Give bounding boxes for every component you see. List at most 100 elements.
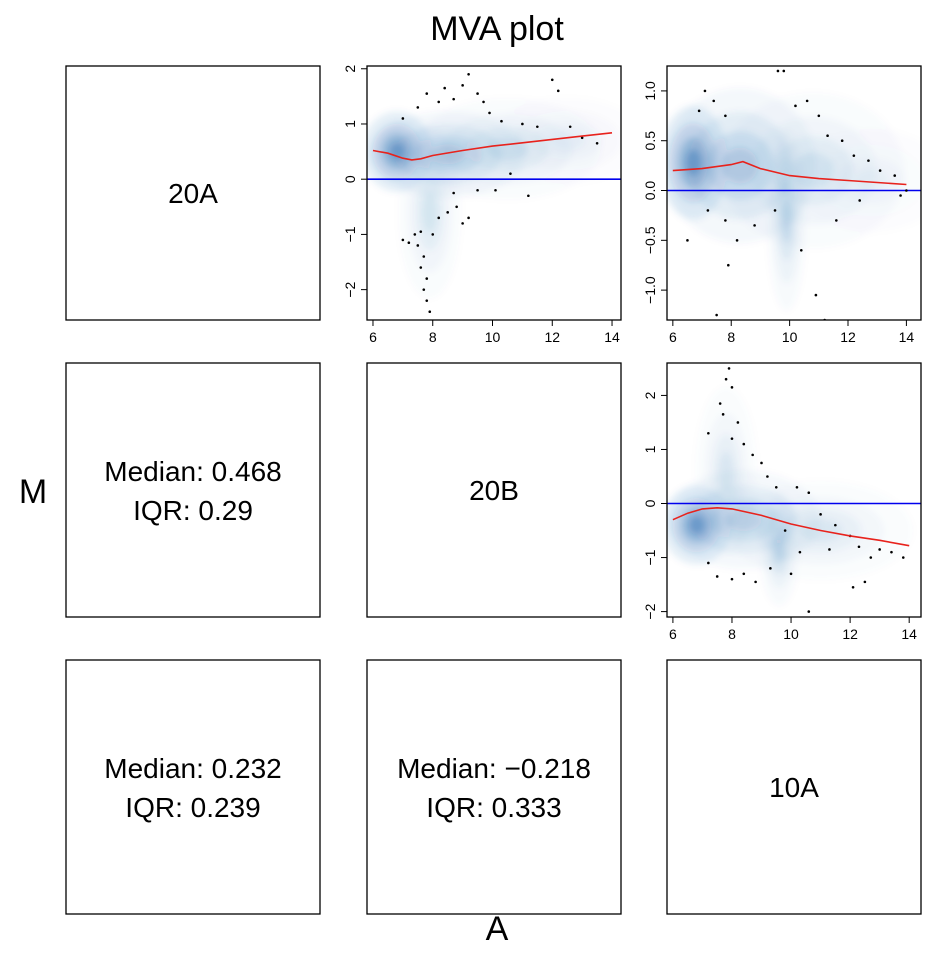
outlier-point (712, 99, 716, 103)
cell-20B-label: 20B (469, 475, 519, 506)
y-tick-label: 0 (342, 175, 358, 183)
outlier-point (595, 142, 599, 145)
x-tick-label: 8 (727, 329, 735, 345)
x-tick-label: 14 (901, 626, 917, 642)
outlier-point (840, 139, 844, 143)
density-blob (722, 147, 758, 184)
y-tick-label: 1.0 (642, 81, 658, 101)
outlier-point (742, 442, 746, 446)
outlier-point (899, 194, 902, 197)
outlier-point (580, 136, 584, 140)
outlier-point (422, 288, 426, 291)
y-tick-label: −1 (642, 549, 658, 565)
chart-title: MVA plot (430, 10, 564, 48)
outlier-point (718, 402, 722, 405)
outlier-point (527, 194, 530, 198)
outlier-point (828, 548, 831, 551)
outlier-point (724, 219, 727, 222)
outlier-point (730, 577, 734, 581)
outlier-point (776, 69, 780, 73)
outlier-point (467, 72, 470, 76)
density-blob (549, 130, 586, 151)
outlier-point (401, 117, 405, 120)
density-blob (774, 536, 784, 563)
stat-10A-20B-median: Median: −0.218 (397, 753, 591, 784)
outlier-point (893, 174, 897, 177)
outlier-point (521, 122, 524, 126)
outlier-point (428, 310, 432, 314)
outlier-point (452, 191, 455, 195)
outlier-point (807, 491, 811, 495)
outlier-point (556, 89, 560, 93)
outlier-point (798, 550, 802, 554)
x-tick-label: 14 (604, 329, 620, 345)
x-tick-label: 12 (544, 329, 560, 345)
outlier-point (703, 89, 707, 93)
outlier-point (482, 100, 485, 104)
stat-cell-10A-20B-frame (366, 659, 622, 915)
outlier-point (707, 431, 710, 435)
panel-frame (666, 65, 922, 321)
stat-20B-20A-median: Median: 0.468 (104, 456, 281, 487)
outlier-point (476, 92, 479, 95)
outlier-point (715, 313, 718, 317)
outlier-point (794, 104, 797, 108)
outlier-point (476, 188, 479, 192)
outlier-point (817, 114, 821, 118)
outlier-point (878, 548, 881, 551)
outlier-point (783, 529, 787, 532)
outlier-point (416, 244, 420, 247)
cell-20B-frame (366, 362, 622, 618)
stat-10A-20B-iqr: IQR: 0.333 (426, 792, 561, 823)
outlier-point (488, 111, 491, 115)
outlier-point (706, 209, 710, 212)
mva-panel-20A-10A: 6 8 10 12 14 −1.0 −0.5 0.0 0.5 1.0 (642, 65, 922, 345)
outlier-point (425, 277, 429, 280)
outlier-point (826, 134, 829, 138)
stat-10A-20A-iqr: IQR: 0.239 (125, 792, 260, 823)
outlier-point (858, 199, 861, 202)
loess-fit-line (672, 160, 907, 186)
y-axis-label: M (19, 473, 47, 511)
outlier-point (437, 100, 441, 104)
outlier-point (707, 561, 710, 565)
outlier-point (769, 567, 772, 570)
x-tick-label: 10 (782, 329, 798, 345)
outlier-point (419, 266, 423, 269)
outlier-point (419, 230, 423, 233)
density-cloud (667, 87, 854, 284)
outlier-point (782, 69, 786, 73)
outlier-point (724, 114, 727, 118)
loess-fit-line (372, 132, 613, 161)
outlier-point (807, 610, 811, 613)
x-axis-label: A (486, 910, 509, 948)
density-blob (718, 451, 734, 491)
outlier-point (416, 106, 420, 109)
outlier-point (425, 92, 429, 95)
outlier-point (437, 216, 441, 220)
y-tick-label: 1 (642, 445, 658, 453)
outlier-point (724, 377, 728, 381)
outlier-point (742, 572, 746, 576)
density-cloud (367, 111, 586, 251)
outlier-point (819, 513, 822, 516)
outlier-point (869, 556, 873, 559)
outlier-point (422, 255, 426, 258)
x-tick-label: 8 (728, 626, 736, 642)
y-tick-label: −2 (342, 281, 358, 297)
outlier-point (905, 189, 908, 192)
outlier-point (773, 209, 777, 212)
outlier-point (890, 550, 893, 554)
outlier-point (863, 580, 867, 584)
outlier-point (754, 580, 757, 584)
outlier-point (766, 475, 769, 478)
outlier-point (467, 216, 470, 220)
y-tick-label: 0.5 (642, 131, 658, 151)
outlier-point (727, 263, 730, 267)
outlier-point (452, 97, 455, 101)
outlier-point (455, 205, 458, 209)
outlier-point (721, 413, 725, 416)
cell-10A-frame (666, 659, 922, 915)
y-tick-label: −1 (342, 226, 358, 242)
outlier-point (461, 84, 464, 87)
